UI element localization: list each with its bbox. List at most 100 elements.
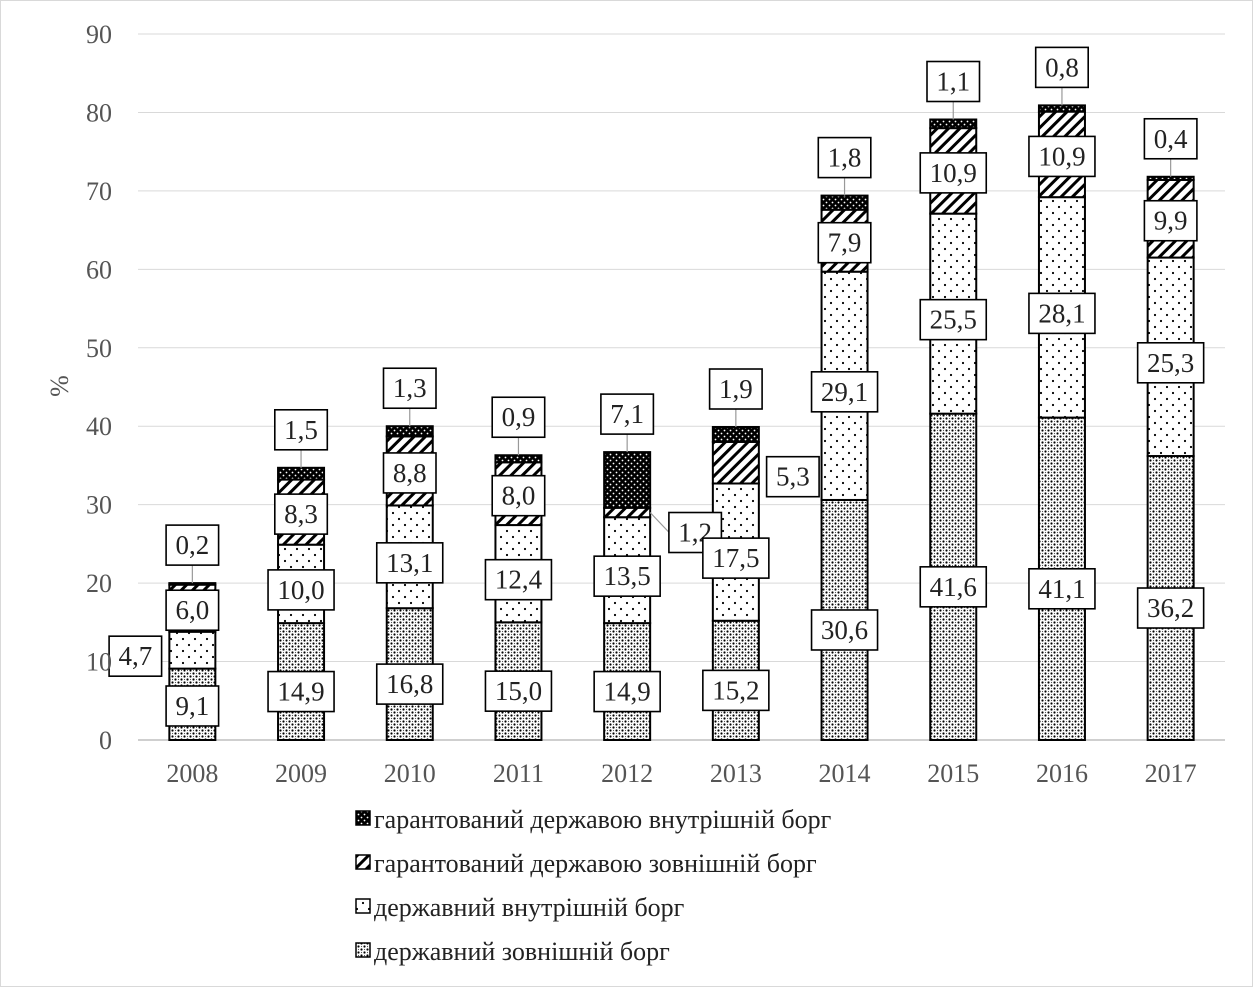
data-label-box: [165, 589, 220, 632]
data-label: 1,9: [719, 374, 753, 404]
data-label-box: [1034, 46, 1089, 89]
data-label: 13,1: [386, 548, 433, 578]
bar-segment: [385, 425, 434, 438]
data-label: 41,1: [1038, 574, 1085, 604]
y-tick-label: 0: [99, 726, 112, 755]
data-label-box: [382, 367, 437, 410]
data-label-box: [702, 669, 770, 712]
x-tick-label: 2013: [710, 759, 762, 788]
data-label-box: [1028, 567, 1096, 610]
data-label-box: [267, 670, 335, 713]
legend-swatch: [355, 854, 371, 870]
y-axis-title: %: [45, 375, 74, 397]
data-label: 0,2: [175, 530, 209, 560]
bar-segment: [1146, 175, 1195, 181]
x-tick-label: 2011: [493, 759, 544, 788]
data-label-box: [1136, 587, 1205, 629]
data-label: 10,0: [277, 575, 324, 605]
legend-swatch: [355, 898, 371, 914]
data-label: 1,1: [936, 67, 970, 97]
data-label: 12,4: [495, 565, 543, 595]
data-label-box: [702, 537, 770, 579]
y-tick-label: 20: [86, 569, 112, 598]
data-label-box: [484, 670, 553, 712]
data-label-box: [108, 635, 163, 677]
data-label: 15,2: [712, 675, 759, 705]
data-label: 1,3: [393, 373, 427, 403]
legend-label: гарантований державою внутрішній борг: [374, 805, 831, 834]
data-label: 14,9: [604, 677, 651, 707]
data-label: 36,2: [1147, 593, 1194, 623]
data-label: 14,9: [277, 677, 324, 707]
bar-segment: [820, 194, 869, 211]
data-label: 9,9: [1154, 206, 1188, 236]
data-label-box: [273, 493, 329, 535]
data-label: 7,1: [610, 399, 644, 429]
y-tick-label: 10: [86, 648, 112, 677]
data-label: 8,0: [502, 481, 536, 511]
x-tick-label: 2015: [927, 759, 979, 788]
data-label: 9,1: [175, 691, 209, 721]
data-label: 0,4: [1154, 124, 1188, 154]
bar-segment: [277, 466, 326, 481]
data-label: 10,9: [1038, 141, 1085, 171]
data-label-box: [1136, 341, 1205, 384]
data-label: 5,3: [776, 462, 810, 492]
data-label: 15,0: [495, 676, 542, 706]
data-label-box: [267, 569, 335, 611]
y-tick-label: 90: [86, 20, 112, 49]
bar-segment: [1037, 104, 1086, 113]
y-tick-label: 30: [86, 491, 112, 520]
legend-label: гарантований державою зовнішній борг: [374, 849, 817, 878]
data-label-box: [1028, 135, 1096, 178]
data-label: 0,8: [1045, 52, 1079, 82]
data-label-box: [810, 371, 879, 413]
data-label: 4,7: [118, 641, 152, 671]
data-label-box: [919, 298, 988, 341]
data-label: 41,6: [930, 572, 977, 602]
data-label-box: [375, 663, 444, 705]
data-label: 28,1: [1038, 298, 1085, 328]
y-tick-label: 50: [86, 334, 112, 363]
data-label-box: [491, 396, 546, 439]
bar-segment: [603, 506, 652, 519]
bar-segment: [711, 440, 760, 485]
x-tick-label: 2009: [275, 759, 327, 788]
data-label-box: [165, 524, 220, 566]
data-label: 7,9: [828, 228, 862, 258]
x-tick-label: 2014: [819, 759, 871, 788]
x-tick-label: 2012: [601, 759, 653, 788]
x-tick-label: 2017: [1145, 759, 1197, 788]
y-tick-label: 80: [86, 98, 112, 127]
leader-line: [649, 512, 670, 533]
bar-segment: [929, 118, 978, 130]
data-label: 10,9: [930, 158, 977, 188]
legend-label: державний зовнішній борг: [374, 937, 670, 966]
data-label-box: [926, 60, 981, 103]
bar-segment: [168, 630, 217, 670]
data-label: 8,3: [284, 499, 318, 529]
data-label-box: [165, 685, 220, 727]
data-label-box: [382, 452, 437, 494]
data-label-box: [1143, 117, 1198, 160]
data-label-box: [1028, 292, 1096, 335]
legend-label: державний внутрішній борг: [374, 893, 684, 922]
data-label: 17,5: [712, 543, 759, 573]
data-label: 16,8: [386, 669, 433, 699]
bar-segment: [494, 454, 543, 464]
data-label-box: [919, 152, 988, 194]
data-label-box: [273, 408, 329, 451]
bar-segment: [603, 451, 652, 509]
data-label: 25,5: [930, 305, 977, 335]
data-label: 1,5: [284, 415, 318, 445]
y-tick-label: 40: [86, 412, 112, 441]
data-label-box: [919, 566, 988, 608]
data-label: 1,8: [828, 143, 862, 173]
data-label-box: [810, 609, 879, 651]
data-label-box: [765, 455, 820, 498]
data-label-box: [600, 393, 655, 435]
data-label-box: [817, 136, 872, 179]
y-tick-label: 70: [86, 177, 112, 206]
